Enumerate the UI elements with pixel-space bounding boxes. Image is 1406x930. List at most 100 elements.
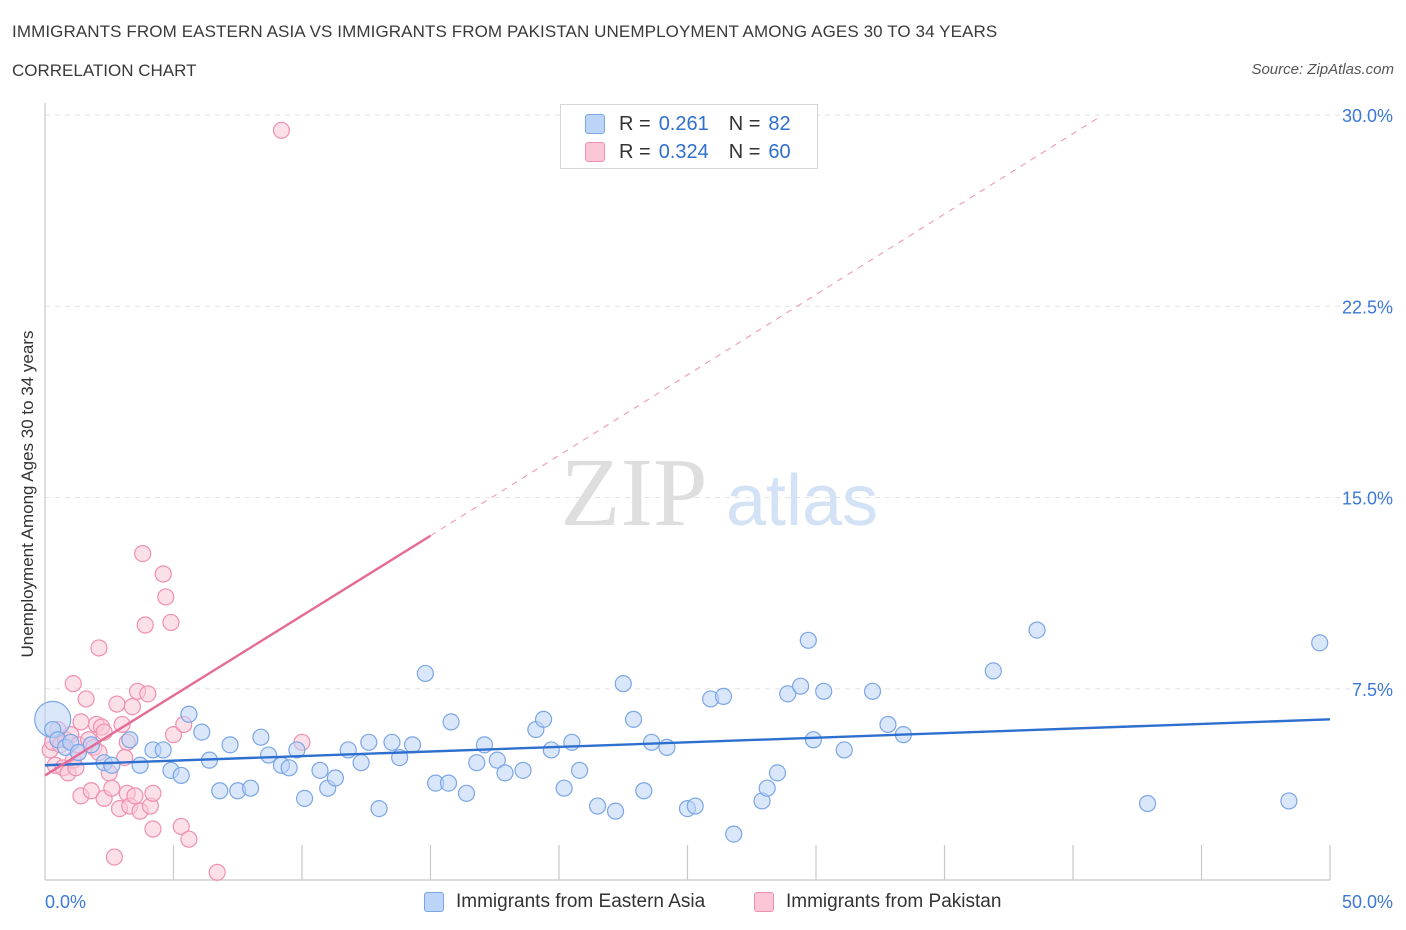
blue-point [588, 797, 607, 815]
stats-row-pink: R = 0.324 N = 60 [585, 138, 791, 166]
blue-point [863, 682, 882, 700]
pink-point [108, 695, 126, 713]
blue-point [295, 789, 314, 808]
pink-point [113, 715, 131, 734]
x-tick-label: 50.0% [1342, 892, 1393, 912]
pink-point [208, 863, 226, 881]
blue-point [570, 761, 589, 779]
pink-point [82, 782, 100, 800]
n-label-pink: N = [728, 140, 761, 163]
blue-point [635, 782, 653, 800]
blue-point [768, 764, 787, 782]
tick-labels: 7.5% 15.0% 22.5% 30.0% 0.0% 50.0% [45, 106, 1393, 912]
blue-point [1138, 794, 1157, 813]
pink-point [126, 787, 144, 805]
blue-point [311, 761, 329, 779]
pink-point [136, 616, 154, 634]
blue-point [542, 741, 560, 759]
blue-point [326, 769, 345, 787]
blue-point [211, 782, 229, 800]
blue-swatch [585, 114, 605, 134]
blue-point [370, 799, 388, 818]
stats-legend: R = 0.261 N = 82 R = 0.324 N = 60 [560, 104, 818, 169]
blue-point [103, 756, 121, 774]
blue-point [439, 774, 458, 792]
n-label-blue: N = [728, 112, 761, 135]
legend-label-pakistan: Immigrants from Pakistan [786, 891, 1002, 912]
pink-point [154, 565, 172, 583]
blue-point [352, 754, 370, 772]
blue-point [360, 733, 378, 751]
watermark: ZIP atlas [561, 439, 879, 547]
blue-point [457, 784, 476, 802]
blue-point [624, 710, 643, 728]
blue-point [488, 751, 506, 769]
blue-point [131, 756, 149, 774]
legend-swatch-blue [424, 892, 444, 912]
watermark-zip: ZIP [561, 439, 708, 547]
blue-point [686, 797, 704, 815]
blue-point [259, 746, 278, 764]
blue-point [193, 723, 211, 741]
legend-label-eastern-asia: Immigrants from Eastern Asia [456, 891, 706, 912]
gridlines [45, 114, 1395, 690]
pink-point [162, 613, 180, 632]
blue-point [416, 664, 434, 683]
blue-point [172, 766, 190, 785]
blue-point [555, 779, 573, 797]
r-label-pink: R = [619, 140, 651, 163]
x-tick-label: 0.0% [45, 892, 86, 912]
legend-item-pakistan: Immigrants from Pakistan [754, 889, 1001, 915]
n-value-blue: 82 [768, 112, 791, 135]
pink-point [123, 697, 141, 716]
blue-point [180, 705, 198, 723]
blue-point [383, 733, 401, 751]
blue-point [725, 825, 743, 843]
chart-title: IMMIGRANTS FROM EASTERN ASIA VS IMMIGRAN… [12, 22, 998, 41]
pink-point [157, 588, 175, 606]
chart-subtitle: CORRELATION CHART [12, 61, 197, 80]
n-value-pink: 60 [768, 140, 791, 163]
watermark-atlas: atlas [726, 461, 878, 541]
pink-point [272, 121, 291, 139]
blue-point [288, 741, 306, 759]
pink-swatch [585, 142, 605, 162]
stats-row-blue: R = 0.261 N = 82 [585, 110, 791, 138]
blue-point [496, 764, 514, 782]
blue-point [799, 631, 817, 649]
pink-point [77, 690, 95, 708]
blue-point [804, 731, 823, 749]
y-tick-label: 15.0% [1342, 489, 1393, 509]
blue-point [1028, 621, 1046, 639]
blue-point [514, 761, 532, 779]
pink-point [164, 726, 183, 744]
blue-point [280, 759, 298, 777]
blue-point [791, 677, 810, 695]
y-tick-label: 22.5% [1342, 297, 1393, 317]
blue-point [815, 682, 833, 700]
y-tick-label: 30.0% [1342, 106, 1393, 126]
trend-line-eastern-asia [44, 718, 1331, 767]
blue-point [1311, 634, 1329, 652]
blue-point [154, 741, 172, 759]
pink-points [41, 121, 311, 881]
y-tick-label: 7.5% [1352, 680, 1393, 700]
pink-point [144, 784, 162, 802]
blue-point [1280, 792, 1298, 810]
pink-point [72, 713, 90, 731]
blue-point [534, 710, 553, 728]
pink-point [105, 848, 123, 866]
pink-point [144, 820, 162, 838]
pink-point [134, 544, 152, 563]
legend-item-eastern-asia: Immigrants from Eastern Asia [424, 889, 705, 915]
pink-point [103, 779, 121, 797]
blue-point [403, 736, 422, 754]
blue-point [242, 779, 260, 797]
blue-point [714, 687, 733, 706]
pink-point [139, 685, 157, 703]
blue-point [563, 733, 581, 751]
pink-point [172, 817, 190, 836]
r-label-blue: R = [619, 112, 651, 135]
blue-point [835, 741, 853, 759]
